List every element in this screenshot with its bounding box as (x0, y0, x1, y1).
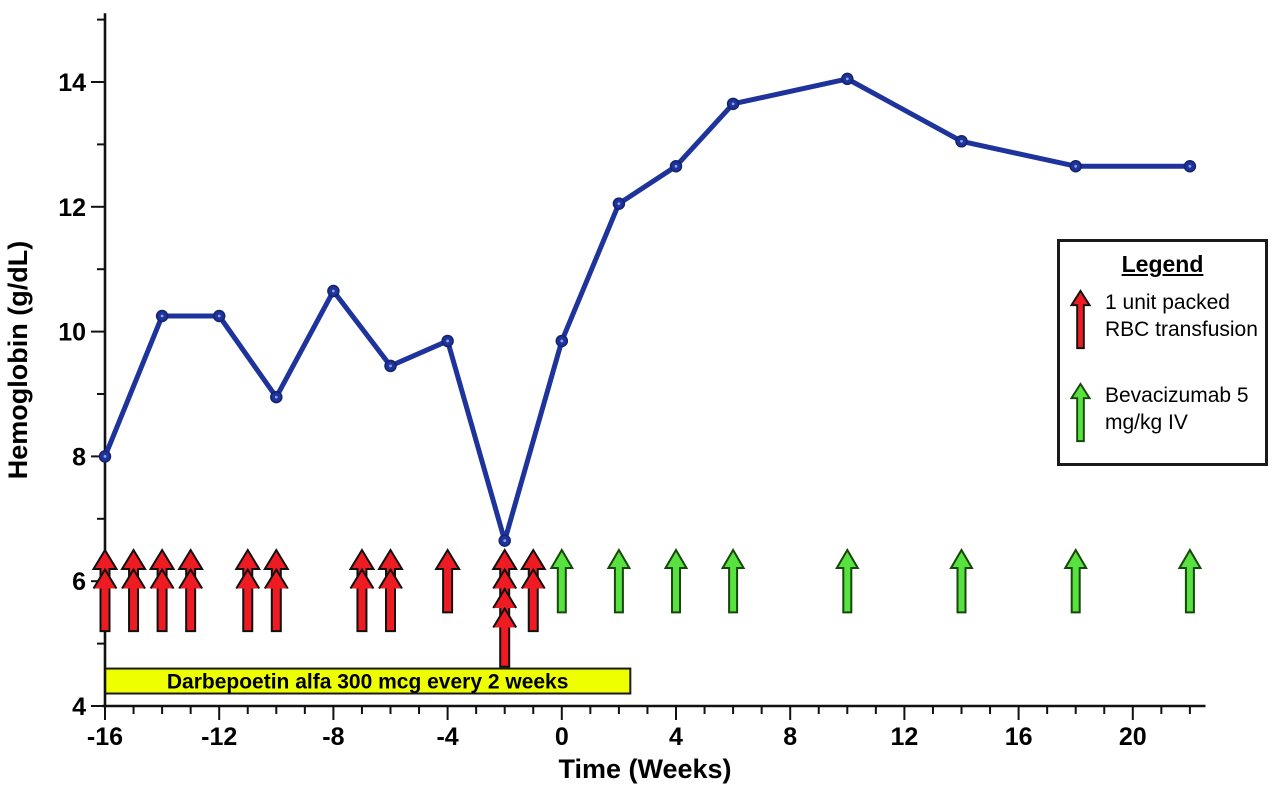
data-point-center (160, 314, 164, 318)
bevacizumab-arrow (720, 548, 746, 614)
legend: Legend 1 unit packed RBC transfusion Bev… (1057, 239, 1268, 466)
x-tick-label: -4 (436, 723, 458, 751)
y-tick-label: 6 (72, 568, 86, 596)
hemoglobin-line (102, 76, 1193, 544)
data-point-center (731, 102, 735, 106)
rbc-transfusion-arrowhead (149, 567, 175, 590)
rbc-transfusion-arrowhead (492, 587, 518, 609)
bevacizumab-arrow (549, 548, 575, 614)
data-point-center (1074, 164, 1078, 168)
x-tick-label: -12 (201, 723, 237, 751)
data-point-center (674, 164, 678, 168)
x-tick-label: 8 (783, 723, 797, 751)
rbc-transfusion-arrow (348, 548, 376, 633)
y-tick-label: 12 (58, 194, 86, 222)
rbc-transfusion-arrowhead (235, 567, 261, 590)
green-arrow-glyph (1070, 382, 1091, 443)
data-point-center (217, 314, 221, 318)
rbc-transfusion-arrowhead (378, 567, 403, 590)
data-point-center (446, 339, 449, 343)
legend-item-bevacizumab: Bevacizumab 5 mg/kg IV (1070, 381, 1259, 444)
rbc-transfusion-arrow (377, 548, 404, 633)
x-tick-label: 12 (890, 723, 918, 751)
rbc-transfusion-arrow (91, 548, 119, 633)
rbc-transfusion-arrow (234, 548, 262, 633)
rbc-transfusion-arrowhead (263, 567, 289, 590)
rbc-transfusion-arrowhead (349, 567, 375, 590)
data-point-center (1188, 164, 1192, 168)
legend-title: Legend (1121, 251, 1204, 277)
y-tick-label: 10 (58, 319, 86, 347)
legend-item-label: Bevacizumab 5 mg/kg IV (1105, 384, 1249, 434)
bevacizumab-arrow (606, 548, 632, 614)
y-axis-title: Hemoglobin (g/dL) (3, 241, 33, 479)
y-tick-label: 4 (72, 693, 86, 721)
data-point-center (274, 395, 278, 399)
data-point-center (332, 289, 335, 293)
bevacizumab-arrow (663, 548, 689, 614)
rbc-transfusion-arrowhead (492, 606, 518, 629)
x-tick-label: 0 (555, 723, 569, 751)
red-arrow-glyph (1070, 289, 1091, 350)
rbc-transfusion-arrowhead (121, 567, 146, 590)
x-tick-label: 20 (1119, 723, 1147, 751)
rbc-transfusion-arrowhead (178, 567, 204, 590)
rbc-transfusion-arrow (263, 548, 290, 633)
bevacizumab-arrow (835, 548, 860, 614)
rbc-transfusion-arrowhead (92, 567, 118, 590)
red-up-arrow-icon (1070, 289, 1091, 350)
data-point-center (617, 202, 621, 206)
x-tick-label: -16 (87, 723, 123, 751)
y-tick-label: 8 (72, 443, 86, 471)
data-point-center (389, 364, 392, 368)
rbc-transfusion-arrowhead (492, 567, 518, 590)
data-point-center (103, 455, 107, 458)
bevacizumab-arrow (949, 548, 974, 614)
rbc-transfusion-arrowhead (520, 567, 546, 590)
data-point-center (503, 539, 507, 543)
data-point-center (560, 339, 564, 343)
legend-item-label: 1 unit packed RBC transfusion (1105, 291, 1258, 341)
x-tick-label: -8 (322, 723, 344, 751)
green-up-arrow-icon (1070, 382, 1091, 443)
y-tick-label: 14 (58, 69, 86, 97)
legend-item-rbc-transfusion: 1 unit packed RBC transfusion (1070, 288, 1259, 351)
bevacizumab-arrow (1063, 548, 1088, 614)
x-axis-title: Time (Weeks) (558, 754, 731, 784)
rbc-transfusion-arrow (177, 548, 204, 633)
rbc-transfusion-arrow (120, 548, 147, 633)
rbc-transfusion-arrow (519, 548, 547, 633)
x-tick-label: 16 (1005, 723, 1033, 751)
bevacizumab-arrow (1177, 548, 1203, 614)
x-tick-label: 4 (669, 723, 683, 751)
darbepoetin-band-label: Darbepoetin alfa 300 mcg every 2 weeks (167, 671, 569, 694)
data-point-center (845, 77, 849, 81)
rbc-transfusion-arrow (434, 548, 461, 614)
data-point-center (960, 139, 963, 143)
rbc-transfusion-arrow (148, 548, 176, 633)
